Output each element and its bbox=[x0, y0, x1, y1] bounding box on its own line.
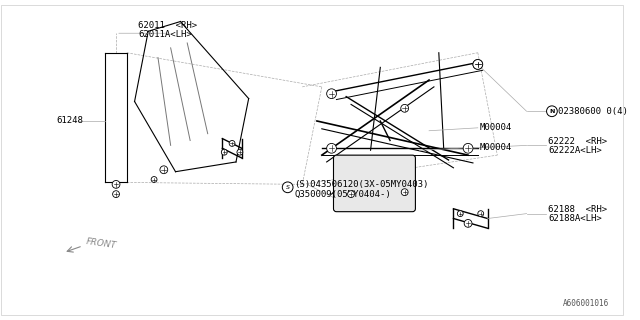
Circle shape bbox=[464, 220, 472, 227]
Text: 62222  <RH>: 62222 <RH> bbox=[548, 137, 607, 146]
Text: M00004: M00004 bbox=[480, 143, 512, 152]
Circle shape bbox=[326, 143, 337, 153]
Circle shape bbox=[221, 149, 227, 155]
Text: 62188  <RH>: 62188 <RH> bbox=[548, 205, 607, 214]
Text: Q350009(05MY0404-): Q350009(05MY0404-) bbox=[294, 190, 391, 199]
Text: 61248: 61248 bbox=[56, 116, 83, 125]
Circle shape bbox=[237, 149, 243, 155]
FancyBboxPatch shape bbox=[333, 155, 415, 212]
Text: 62011  <RH>: 62011 <RH> bbox=[138, 21, 198, 30]
Text: (S)043506120(3X-05MY0403): (S)043506120(3X-05MY0403) bbox=[294, 180, 429, 189]
Text: 62011A<LH>: 62011A<LH> bbox=[138, 30, 192, 39]
Circle shape bbox=[151, 177, 157, 182]
Circle shape bbox=[458, 211, 463, 217]
Circle shape bbox=[478, 211, 484, 217]
Circle shape bbox=[326, 89, 337, 99]
Circle shape bbox=[463, 143, 473, 153]
Text: A606001016: A606001016 bbox=[563, 299, 609, 308]
Circle shape bbox=[160, 166, 168, 174]
Circle shape bbox=[473, 60, 483, 69]
Circle shape bbox=[112, 180, 120, 188]
Text: 62222A<LH>: 62222A<LH> bbox=[548, 146, 602, 155]
Text: 02380600 0(4): 02380600 0(4) bbox=[558, 107, 628, 116]
Circle shape bbox=[282, 182, 293, 193]
Circle shape bbox=[401, 189, 408, 196]
Text: S: S bbox=[285, 185, 290, 190]
Text: N: N bbox=[549, 109, 555, 114]
Text: M00004: M00004 bbox=[480, 123, 512, 132]
Circle shape bbox=[229, 140, 235, 146]
Text: FRONT: FRONT bbox=[86, 237, 118, 251]
Circle shape bbox=[113, 191, 120, 197]
Circle shape bbox=[348, 191, 355, 197]
Circle shape bbox=[401, 104, 408, 112]
Circle shape bbox=[547, 106, 557, 116]
Text: 62188A<LH>: 62188A<LH> bbox=[548, 214, 602, 223]
Circle shape bbox=[473, 60, 483, 69]
